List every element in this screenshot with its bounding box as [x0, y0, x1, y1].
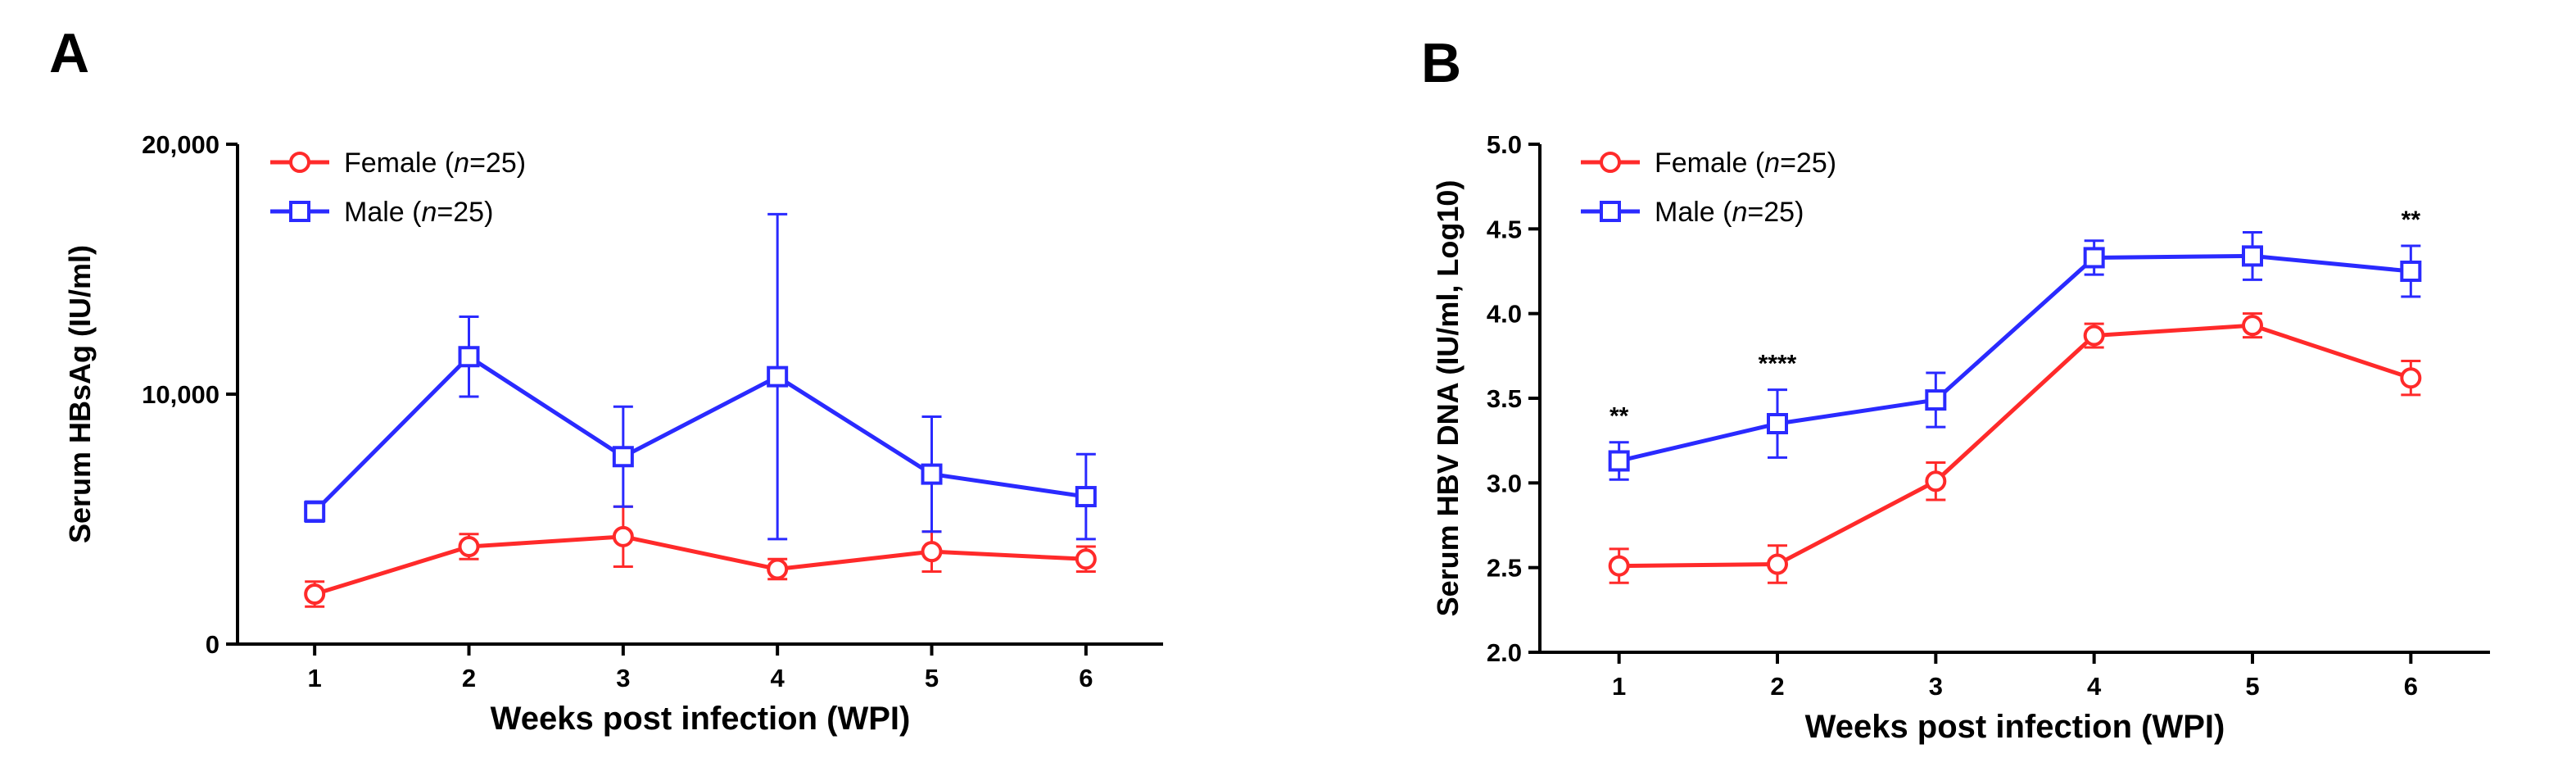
data-point [458, 346, 480, 368]
data-point [2083, 247, 2105, 269]
legend-label-n: n [454, 148, 469, 179]
x-axis-label: Weeks post infection (WPI) [1805, 709, 2225, 745]
legend-label-prefix: Female ( [344, 148, 455, 179]
legend-marker [1600, 152, 1621, 173]
data-point [612, 446, 634, 468]
series-line [314, 534, 1086, 597]
significance-label: ** [2402, 206, 2421, 234]
data-point [2242, 245, 2263, 267]
data-point [2242, 315, 2263, 337]
significance-label: ** [1609, 403, 1629, 430]
panel-a-letter: A [49, 22, 89, 84]
x-tick-label: 4 [771, 664, 785, 692]
legend-item-male: Male (n=25) [1581, 197, 1804, 228]
data-point [1925, 470, 1947, 492]
y-tick-label: 0 [206, 630, 220, 659]
y-tick-label: 3.0 [1487, 469, 1522, 497]
data-point [767, 365, 789, 388]
legend-label-prefix: Male ( [344, 197, 422, 228]
data-point [767, 558, 789, 580]
data-point [1767, 413, 1788, 434]
legend-label-n: n [1764, 148, 1780, 179]
x-tick-label: 1 [1612, 672, 1626, 701]
legend-label-count: =25) [437, 197, 493, 228]
x-tick-label: 4 [2087, 672, 2102, 701]
legend-label: Male (n=25) [1655, 197, 1804, 228]
x-tick-label: 2 [462, 664, 476, 692]
data-point [612, 525, 634, 547]
legend: Female (n=25)Male (n=25) [1581, 148, 1836, 228]
data-point [2083, 324, 2105, 347]
data-point [1608, 555, 1630, 577]
y-tick-label: 20,000 [142, 130, 220, 159]
x-tick-label: 2 [1770, 672, 1784, 701]
data-point [1925, 389, 1947, 411]
data-point [304, 501, 326, 523]
legend-item-male: Male (n=25) [270, 197, 493, 228]
y-tick-label: 5.0 [1487, 130, 1522, 159]
legend-label-prefix: Male ( [1655, 197, 1732, 228]
series-female [1608, 312, 2422, 584]
y-axis-label: Serum HBV DNA (IU/ml, Log10) [1431, 180, 1465, 617]
data-point [304, 583, 326, 605]
data-point [2400, 367, 2422, 389]
x-tick-label: 5 [2245, 672, 2259, 701]
series-line [1618, 253, 2411, 463]
panel-b-letter: B [1421, 32, 1461, 94]
data-point [921, 541, 943, 563]
x-tick-label: 6 [2404, 672, 2418, 701]
y-axis-label: Serum HBsAg (IU/ml) [63, 245, 97, 543]
legend-label-count: =25) [469, 148, 526, 179]
x-axis-label: Weeks post infection (WPI) [491, 701, 911, 737]
legend-item-female: Female (n=25) [1581, 148, 1836, 179]
data-point [458, 536, 480, 558]
data-point [1075, 486, 1097, 508]
x-tick-label: 6 [1079, 664, 1093, 692]
legend-label-prefix: Female ( [1655, 148, 1765, 179]
series-line [313, 354, 1087, 514]
legend-label-n: n [421, 197, 437, 228]
series-male [1608, 230, 2422, 481]
data-point [1075, 548, 1097, 570]
chart-panel-b: 2.0 2.5 3.0 3.5 4.0 4.5 5.0 1 2 3 4 5 6 Weeks post in… [1431, 130, 2490, 745]
x-tick-label: 5 [925, 664, 939, 692]
data-point [2400, 261, 2422, 282]
y-tick-label: 4.5 [1487, 215, 1522, 243]
data-point [921, 463, 943, 485]
data-point [1608, 450, 1630, 472]
legend-label: Female (n=25) [1655, 148, 1836, 179]
legend-label-count: =25) [1747, 197, 1804, 228]
legend: Female (n=25)Male (n=25) [270, 148, 526, 228]
series-female [304, 505, 1097, 608]
chart-panel-a: 0 10,000 20,000 1 2 3 4 5 6 Weeks post infection … [63, 130, 1163, 737]
legend-marker [289, 201, 310, 222]
legend-item-female: Female (n=25) [270, 148, 526, 179]
y-tick-label: 2.5 [1487, 554, 1522, 583]
y-tick-label: 10,000 [142, 380, 220, 409]
x-tick-label: 3 [1929, 672, 1943, 701]
data-point [1767, 553, 1788, 575]
y-tick-label: 4.0 [1487, 300, 1522, 329]
legend-marker [1600, 201, 1621, 222]
legend-label: Female (n=25) [344, 148, 526, 179]
x-tick-label: 1 [308, 664, 322, 692]
series-line [1618, 323, 2412, 569]
x-tick-label: 3 [616, 664, 630, 692]
legend-label-count: =25) [1780, 148, 1836, 179]
y-tick-label: 3.5 [1487, 384, 1522, 413]
legend-label-n: n [1732, 197, 1747, 228]
y-tick-label: 2.0 [1487, 638, 1522, 667]
legend-marker [289, 152, 310, 173]
series-male [304, 212, 1097, 541]
significance-label: **** [1759, 351, 1797, 378]
legend-label: Male (n=25) [344, 197, 493, 228]
